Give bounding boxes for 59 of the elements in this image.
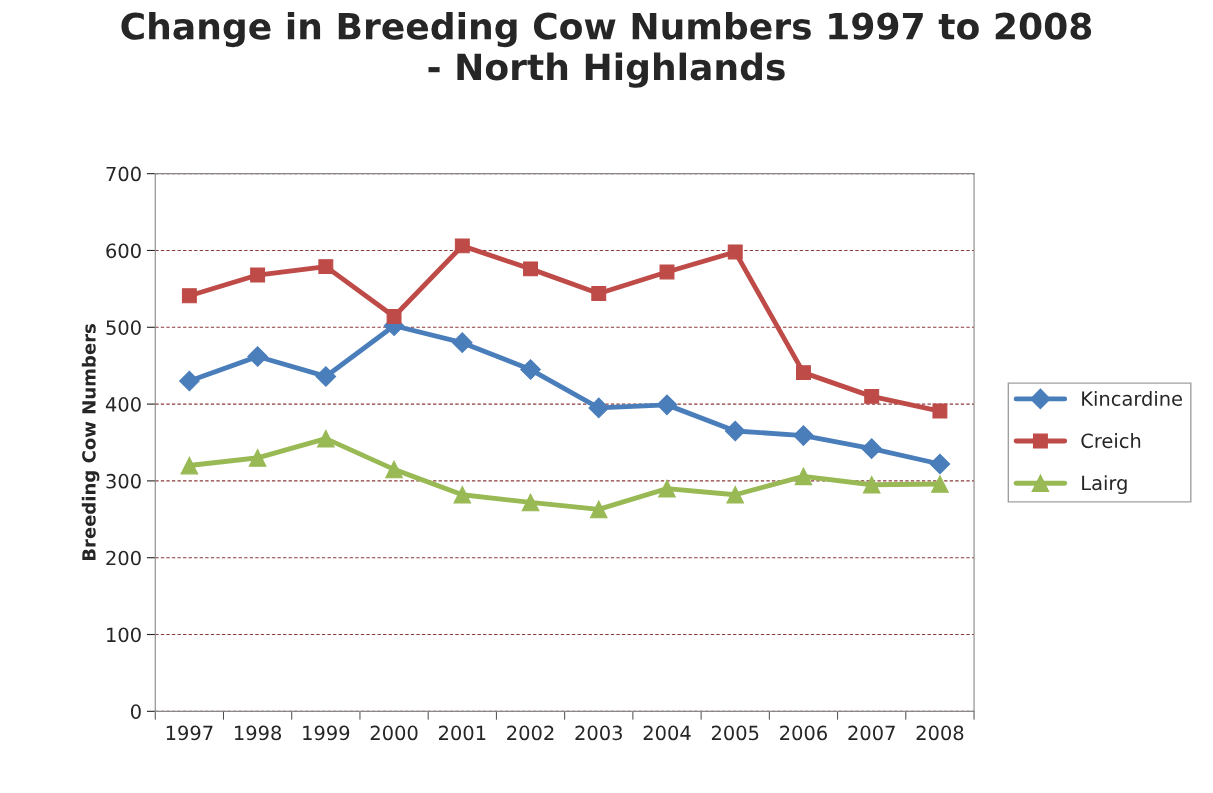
point <box>520 359 541 380</box>
y-tick-label: 200 <box>106 550 141 566</box>
x-tick-label: 2001 <box>438 725 486 741</box>
point <box>247 346 268 367</box>
y-tick-label: 600 <box>106 243 141 259</box>
point <box>521 493 540 512</box>
point <box>588 397 610 419</box>
point <box>453 485 472 504</box>
x-tick-label: 2008 <box>916 725 964 741</box>
point <box>318 259 334 275</box>
x-tick-label: 2005 <box>711 725 759 741</box>
point <box>656 394 678 416</box>
y-tick-label: 300 <box>106 473 141 489</box>
point <box>589 500 608 519</box>
legend-label: Lairg <box>1082 475 1127 495</box>
y-tick-label: 700 <box>106 166 141 182</box>
point <box>179 370 200 392</box>
point <box>931 475 949 493</box>
point <box>796 365 811 381</box>
point <box>315 366 337 387</box>
x-tick-label: 1998 <box>235 725 282 741</box>
x-tick-label: 2004 <box>643 725 691 741</box>
legend-label: Kincardine <box>1082 390 1182 406</box>
y-tick-label: 400 <box>105 397 141 412</box>
point <box>932 403 948 419</box>
point <box>180 456 199 475</box>
y-tick-label: 0 <box>130 704 141 719</box>
point <box>726 485 745 504</box>
x-tick-label: 2003 <box>575 725 622 741</box>
legend-label: Creich <box>1081 433 1141 449</box>
point <box>724 420 746 442</box>
x-tick-label: 2000 <box>370 725 418 741</box>
point <box>862 475 881 494</box>
point <box>248 449 267 467</box>
x-tick-label: 1999 <box>303 725 350 741</box>
x-tick-label: 2006 <box>780 725 827 741</box>
y-axis-title: Breeding Cow Numbers <box>81 324 100 561</box>
point <box>316 429 335 448</box>
point <box>250 267 266 283</box>
chart-title: Change in Breeding Cow Numbers 1997 to 2008 - North Highlands <box>121 11 1092 88</box>
x-tick-label: 2002 <box>507 725 554 741</box>
point <box>181 288 197 304</box>
point <box>591 286 607 301</box>
point <box>727 244 743 260</box>
y-tick-label: 500 <box>106 320 141 335</box>
point <box>386 309 402 324</box>
x-tick-label: 1997 <box>166 725 213 741</box>
point <box>864 388 880 404</box>
x-tick-label: 2007 <box>848 725 895 741</box>
point <box>451 332 473 353</box>
point <box>793 425 814 446</box>
point <box>794 467 813 486</box>
y-tick-label: 100 <box>107 627 141 643</box>
point <box>523 261 538 277</box>
point <box>861 438 883 459</box>
point <box>658 479 676 498</box>
point <box>385 460 403 479</box>
point <box>929 453 951 475</box>
point <box>454 238 470 254</box>
